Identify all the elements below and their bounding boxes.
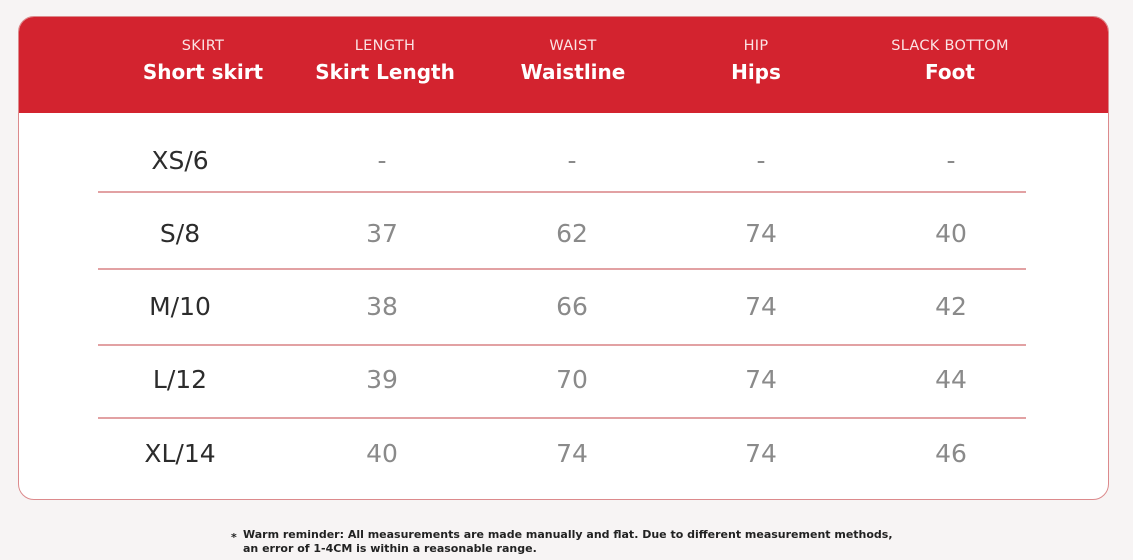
header-label: Hips [731,60,781,84]
asterisk-icon: * [231,531,237,544]
length-value: - [377,146,387,175]
header-label: Short skirt [142,60,264,84]
size-chart-header: SKIRT Short skirt LENGTH Skirt Length WA… [19,17,1108,113]
waist-value: 66 [556,292,588,321]
hip-value: 74 [745,365,777,394]
waist-value: 74 [556,439,588,468]
header-col-slack-bottom: SLACK BOTTOM Foot [891,37,1009,85]
header-en-label: HIP [743,38,769,54]
note-text: Warm reminder: All measurements are made… [243,528,893,555]
header-en-label: SKIRT [181,38,225,54]
row-divider [98,417,1026,419]
size-label: L/12 [152,365,208,394]
table-row: XL/14 40 74 74 46 [19,424,1108,484]
header-label: Skirt Length [315,60,455,84]
header-en-label: LENGTH [354,38,416,54]
hip-value: 74 [745,219,777,248]
size-label: S/8 [159,219,201,248]
measurement-note: * Warm reminder: All measurements are ma… [231,528,911,556]
hip-value: 74 [745,292,777,321]
row-divider [98,191,1026,193]
waist-value: 62 [556,219,588,248]
header-label: Foot [925,60,975,84]
size-label: XS/6 [151,146,209,175]
header-col-hip: HIP Hips [731,37,781,85]
hip-value: - [756,146,766,175]
waist-value: 70 [556,365,588,394]
table-row: S/8 37 62 74 40 [19,204,1108,264]
length-value: 37 [366,219,398,248]
foot-value: 46 [935,439,967,468]
table-row: XS/6 - - - - [19,131,1108,191]
length-value: 39 [366,365,398,394]
header-col-length: LENGTH Skirt Length [315,37,455,85]
foot-value: 44 [935,365,967,394]
header-label: Waistline [520,60,626,84]
table-row: M/10 38 66 74 42 [19,277,1108,337]
size-chart-card: SKIRT Short skirt LENGTH Skirt Length WA… [18,16,1109,500]
hip-value: 74 [745,439,777,468]
foot-value: - [946,146,956,175]
row-divider [98,268,1026,270]
header-en-label: WAIST [549,38,597,54]
foot-value: 40 [935,219,967,248]
header-col-waist: WAIST Waistline [521,37,626,85]
table-row: L/12 39 70 74 44 [19,350,1108,410]
header-en-label: SLACK BOTTOM [891,38,1009,54]
foot-value: 42 [935,292,967,321]
waist-value: - [567,146,577,175]
size-label: XL/14 [144,439,216,468]
length-value: 40 [366,439,398,468]
length-value: 38 [366,292,398,321]
size-label: M/10 [149,292,211,321]
header-col-skirt: SKIRT Short skirt [143,37,263,85]
row-divider [98,344,1026,346]
